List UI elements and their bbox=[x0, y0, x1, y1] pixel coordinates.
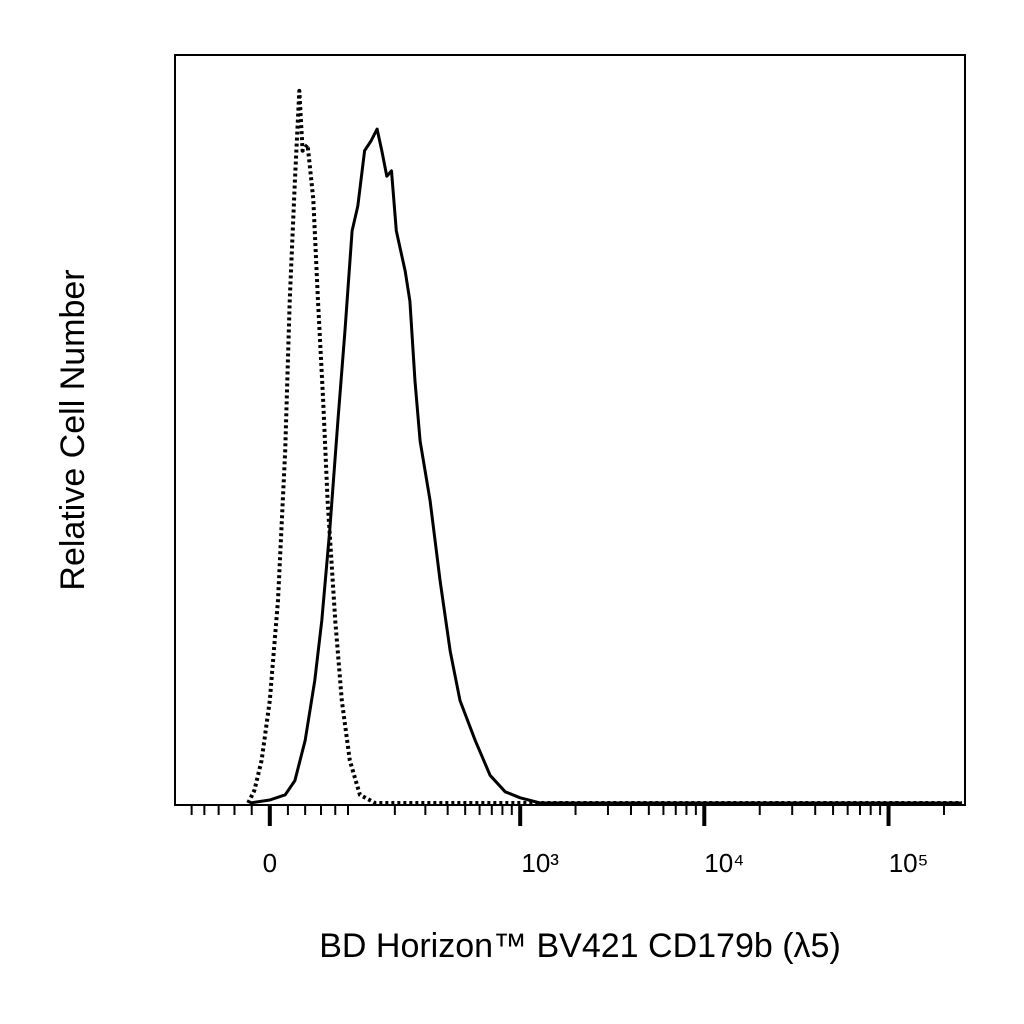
x-tick-label: 10⁴ bbox=[704, 848, 744, 878]
series-line bbox=[249, 127, 962, 805]
x-axis-label: BD Horizon™ BV421 CD179b (λ5) bbox=[319, 927, 841, 965]
series-line bbox=[246, 88, 962, 805]
plot-frame bbox=[174, 54, 966, 806]
x-tick-label: 0 bbox=[263, 848, 277, 878]
y-axis-label: Relative Cell Number bbox=[54, 269, 92, 590]
x-tick-label: 10⁵ bbox=[889, 848, 929, 878]
x-tick-label: 10³ bbox=[521, 848, 559, 878]
